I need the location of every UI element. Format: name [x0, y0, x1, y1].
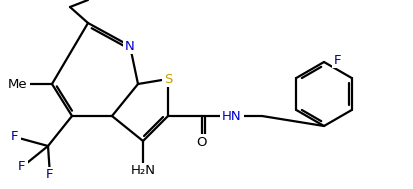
Text: S: S: [164, 73, 172, 85]
Text: F: F: [46, 169, 54, 181]
Text: Me: Me: [8, 77, 28, 91]
Text: O: O: [196, 136, 207, 149]
Text: HN: HN: [222, 109, 241, 122]
Text: F: F: [18, 160, 26, 174]
Text: F: F: [11, 130, 19, 143]
Text: H₂N: H₂N: [130, 164, 155, 177]
Text: F: F: [333, 53, 341, 67]
Text: N: N: [125, 40, 135, 53]
